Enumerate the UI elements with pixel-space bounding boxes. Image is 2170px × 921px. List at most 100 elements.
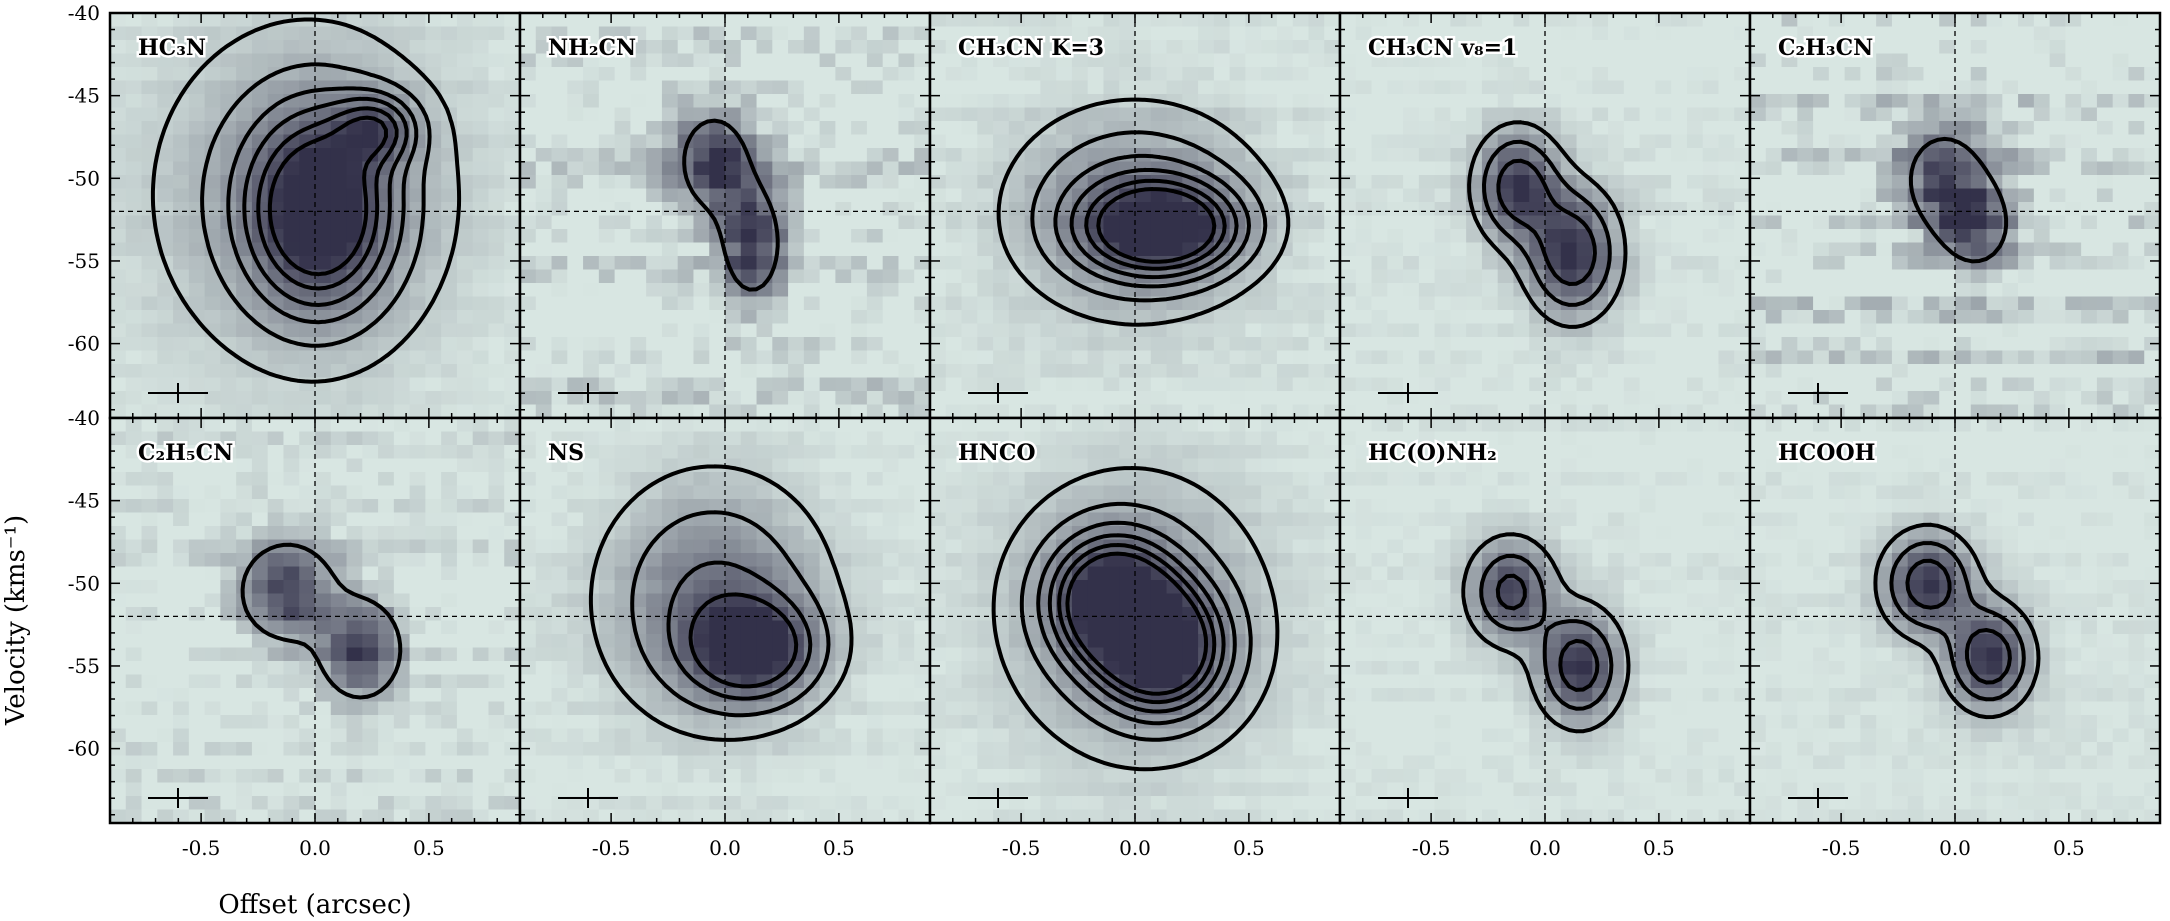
heatmap-cell bbox=[1261, 310, 1278, 325]
heatmap-cell bbox=[2081, 215, 2098, 230]
heatmap-cell bbox=[551, 323, 568, 338]
heatmap-cell bbox=[488, 364, 505, 379]
heatmap-cell bbox=[1008, 242, 1026, 257]
heatmap-cell bbox=[1056, 80, 1073, 95]
heatmap-cell bbox=[188, 647, 206, 662]
heatmap-cell bbox=[1403, 364, 1420, 379]
heatmap-cell bbox=[535, 80, 553, 95]
heatmap-cell bbox=[425, 512, 442, 527]
heatmap-cell bbox=[1844, 26, 1861, 41]
heatmap-cell bbox=[456, 566, 474, 581]
heatmap-cell bbox=[535, 53, 553, 68]
heatmap-cell bbox=[1292, 377, 1310, 392]
heatmap-cell bbox=[1671, 67, 1688, 82]
contour-line bbox=[267, 115, 388, 277]
heatmap-cell bbox=[110, 13, 127, 28]
heatmap-cell bbox=[1639, 229, 1656, 244]
heatmap-cell bbox=[1955, 350, 1972, 365]
heatmap-cell bbox=[1371, 161, 1388, 176]
heatmap-cell bbox=[1450, 161, 1467, 176]
heatmap-cell bbox=[1765, 40, 1783, 55]
heatmap-cell bbox=[1860, 26, 1877, 41]
heatmap-cell bbox=[1639, 310, 1656, 325]
heatmap-cell bbox=[2065, 134, 2082, 149]
heatmap-cell bbox=[677, 404, 695, 418]
heatmap-cell bbox=[1891, 175, 1909, 190]
heatmap-cell bbox=[866, 364, 884, 379]
heatmap-cell bbox=[914, 80, 930, 95]
heatmap-cell bbox=[1103, 107, 1120, 122]
heatmap-cell bbox=[1718, 404, 1735, 418]
heatmap-cell bbox=[677, 323, 695, 338]
heatmap-cell bbox=[330, 607, 348, 622]
heatmap-cell bbox=[2065, 107, 2082, 122]
heatmap-cell bbox=[1750, 377, 1767, 392]
heatmap-cell bbox=[1529, 404, 1546, 418]
heatmap-cell bbox=[1497, 323, 1515, 338]
heatmap-cell bbox=[362, 418, 379, 433]
heatmap-cell bbox=[1828, 121, 1846, 136]
heatmap-cell bbox=[157, 215, 174, 230]
heatmap-cell bbox=[914, 202, 930, 217]
heatmap-cell bbox=[1813, 283, 1830, 298]
heatmap-cell bbox=[740, 107, 758, 122]
heatmap-cell bbox=[1481, 296, 1499, 311]
heatmap-cell bbox=[1671, 134, 1688, 149]
heatmap-cell bbox=[2081, 26, 2098, 41]
heatmap-cell bbox=[1150, 13, 1168, 28]
heatmap-cell bbox=[1907, 242, 1925, 257]
heatmap-cell bbox=[2112, 283, 2130, 298]
heatmap-cell bbox=[1876, 283, 1893, 298]
heatmap-cell bbox=[504, 485, 520, 500]
heatmap-cell bbox=[1040, 148, 1057, 163]
heatmap-cell bbox=[425, 499, 442, 514]
heatmap-cell bbox=[1592, 256, 1609, 271]
heatmap-cell bbox=[188, 161, 206, 176]
heatmap-cell bbox=[1024, 107, 1041, 122]
heatmap-cell bbox=[2112, 391, 2130, 406]
heatmap-cell bbox=[1166, 377, 1183, 392]
heatmap-cell bbox=[1308, 40, 1325, 55]
heatmap-cell bbox=[772, 26, 789, 41]
heatmap-cell bbox=[630, 148, 647, 163]
heatmap-cell bbox=[1560, 364, 1578, 379]
heatmap-cell bbox=[1008, 364, 1026, 379]
heatmap-cell bbox=[173, 445, 190, 460]
heatmap-cell bbox=[425, 377, 442, 392]
heatmap-cell bbox=[1387, 161, 1404, 176]
heatmap-cell bbox=[188, 418, 206, 433]
heatmap-cell bbox=[425, 472, 442, 487]
heatmap-cell bbox=[1355, 121, 1373, 136]
heatmap-cell bbox=[2033, 269, 2051, 284]
heatmap-cell bbox=[1371, 256, 1388, 271]
heatmap-cell bbox=[1623, 310, 1641, 325]
heatmap-cell bbox=[803, 242, 821, 257]
panel-label: C₂H₃CN bbox=[1778, 35, 1873, 61]
heatmap-cell bbox=[1970, 202, 1988, 217]
heatmap-cell bbox=[1135, 337, 1152, 352]
heatmap-cell bbox=[1797, 256, 1814, 271]
heatmap-cell bbox=[2049, 377, 2066, 392]
heatmap-cell bbox=[646, 94, 663, 109]
heatmap-cell bbox=[1844, 256, 1861, 271]
heatmap-cell bbox=[1907, 53, 1925, 68]
heatmap-cell bbox=[315, 40, 332, 55]
heatmap-cell bbox=[441, 283, 458, 298]
heatmap-cell bbox=[299, 215, 316, 230]
heatmap-cell bbox=[2033, 404, 2051, 418]
heatmap-cell bbox=[1907, 269, 1925, 284]
heatmap-cell bbox=[1071, 269, 1089, 284]
heatmap-cell bbox=[677, 377, 695, 392]
heatmap-cell bbox=[220, 512, 237, 527]
heatmap-cell bbox=[1513, 161, 1530, 176]
heatmap-cell bbox=[362, 13, 379, 28]
heatmap-cell bbox=[472, 661, 490, 676]
heatmap-cell bbox=[1292, 350, 1310, 365]
heatmap-cell bbox=[1056, 404, 1073, 418]
heatmap-cell bbox=[1450, 364, 1467, 379]
heatmap-cell bbox=[977, 283, 994, 298]
heatmap-cell bbox=[441, 148, 458, 163]
heatmap-cell bbox=[803, 377, 821, 392]
heatmap-cell bbox=[1103, 350, 1120, 365]
heatmap-cell bbox=[2065, 377, 2082, 392]
